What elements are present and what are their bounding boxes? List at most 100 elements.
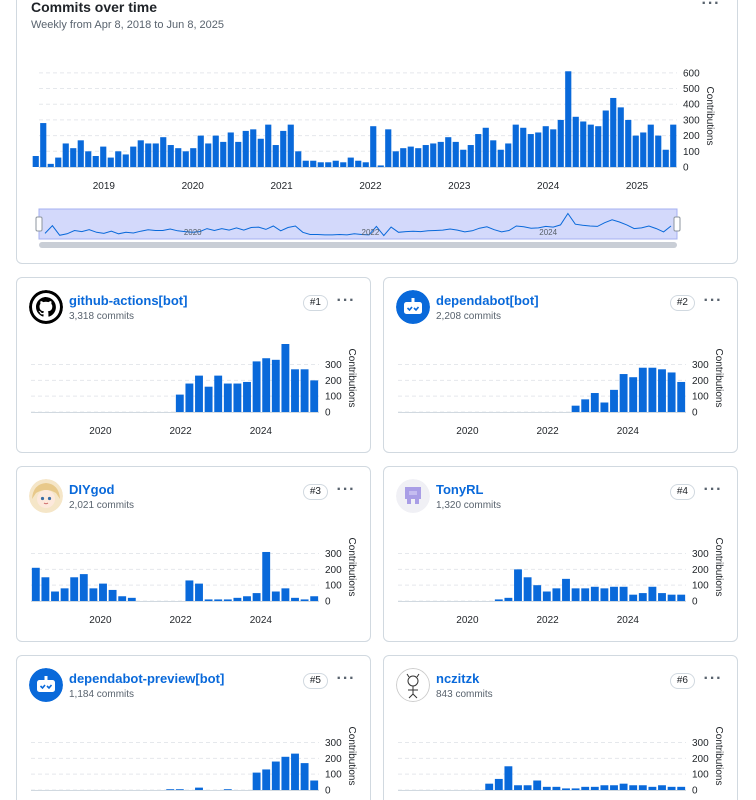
bar: [638, 367, 647, 412]
bar: [227, 132, 234, 167]
bar: [137, 140, 144, 167]
y-axis-label: Contributions: [704, 87, 715, 146]
y-tick-label: 300: [692, 549, 709, 560]
y-tick-label: 300: [692, 360, 709, 371]
bar: [658, 785, 666, 790]
bar: [300, 599, 309, 601]
bar: [89, 588, 98, 601]
bar: [300, 369, 309, 412]
y-tick-label: 0: [325, 408, 331, 419]
contributor-name[interactable]: DIYgod: [69, 482, 115, 497]
bar: [310, 380, 319, 412]
bar: [271, 591, 280, 601]
more-options-button[interactable]: ···: [336, 481, 356, 498]
bar: [223, 789, 232, 790]
contributor-name[interactable]: nczitzk: [436, 671, 480, 686]
bar: [295, 151, 302, 167]
avatar[interactable]: [396, 479, 430, 513]
bar: [550, 129, 557, 167]
bar: [332, 160, 339, 167]
more-options-button[interactable]: ···: [336, 670, 356, 687]
bar: [233, 383, 242, 412]
bar: [400, 148, 407, 167]
more-options-button[interactable]: ···: [703, 481, 723, 498]
bar: [648, 586, 657, 601]
y-tick-label: 100: [325, 770, 342, 781]
bar: [70, 148, 77, 167]
contributor-name[interactable]: github-actions[bot]: [69, 293, 188, 308]
bar: [262, 358, 271, 412]
contributor-name[interactable]: dependabot[bot]: [436, 293, 539, 308]
bar: [310, 160, 317, 167]
brush-handle: [673, 216, 681, 232]
github-logo-icon: [29, 290, 63, 324]
more-options-button[interactable]: ···: [701, 0, 721, 12]
bar: [122, 154, 129, 167]
avatar[interactable]: [29, 290, 63, 324]
bar: [595, 126, 602, 167]
bar: [243, 596, 251, 601]
bar: [265, 124, 272, 167]
bar: [600, 785, 609, 790]
page-title: Commits over time: [31, 0, 158, 15]
bar: [127, 597, 136, 601]
bar: [223, 599, 232, 601]
bar: [581, 786, 590, 790]
bar: [625, 119, 632, 167]
bar: [100, 146, 107, 167]
more-options-button[interactable]: ···: [336, 292, 356, 309]
y-tick-label: 500: [683, 84, 700, 95]
y-tick-label: 200: [325, 565, 342, 576]
y-tick-label: 200: [325, 754, 342, 765]
bar: [571, 588, 580, 601]
bar: [152, 143, 159, 167]
bar: [160, 137, 167, 167]
contributor-name[interactable]: TonyRL: [436, 482, 484, 497]
y-tick-label: 0: [325, 786, 331, 797]
bar: [542, 126, 549, 167]
rank-badge: #3: [302, 484, 328, 500]
contributor-card: dependabot-preview[bot] 1,184 commits #5…: [16, 655, 371, 800]
bar: [271, 359, 280, 412]
bar: [243, 381, 251, 412]
bar: [619, 586, 628, 601]
commit-count: 843 commits: [436, 689, 493, 700]
bar: [262, 769, 271, 790]
avatar[interactable]: [396, 290, 430, 324]
x-tick-label: 2023: [448, 181, 471, 192]
avatar[interactable]: [29, 668, 63, 702]
bar: [629, 594, 638, 601]
y-tick-label: 600: [683, 68, 700, 79]
bar: [494, 778, 503, 790]
bar: [542, 591, 551, 601]
x-tick-label: 2020: [456, 426, 479, 437]
x-tick-label: 2022: [169, 615, 192, 626]
more-options-button[interactable]: ···: [703, 292, 723, 309]
y-tick-label: 300: [683, 115, 700, 126]
y-axis-label: Contributions: [713, 349, 724, 408]
bar: [677, 786, 686, 790]
bar: [590, 586, 599, 601]
contributor-chart: 0 100 200 300 Contributions: [31, 727, 357, 797]
y-tick-label: 0: [325, 597, 331, 608]
bar: [280, 130, 287, 167]
contributor-name[interactable]: dependabot-preview[bot]: [69, 671, 225, 686]
contributor-chart: 0 100 200 300 2020 2022 2024 Contributions: [398, 538, 724, 626]
avatar[interactable]: [396, 668, 430, 702]
bar: [452, 141, 459, 167]
commit-count: 1,184 commits: [69, 689, 135, 700]
bar: [520, 127, 527, 167]
bar: [581, 399, 590, 412]
bar: [281, 344, 290, 412]
bar: [512, 124, 519, 167]
bar: [504, 597, 513, 601]
bar: [587, 124, 594, 167]
bar: [667, 594, 676, 601]
sketch-avatar-icon: [396, 668, 430, 702]
bar: [504, 766, 513, 790]
y-tick-label: 300: [325, 738, 342, 749]
bar: [514, 785, 522, 790]
more-options-button[interactable]: ···: [703, 670, 723, 687]
avatar[interactable]: [29, 479, 63, 513]
bar: [407, 146, 414, 167]
